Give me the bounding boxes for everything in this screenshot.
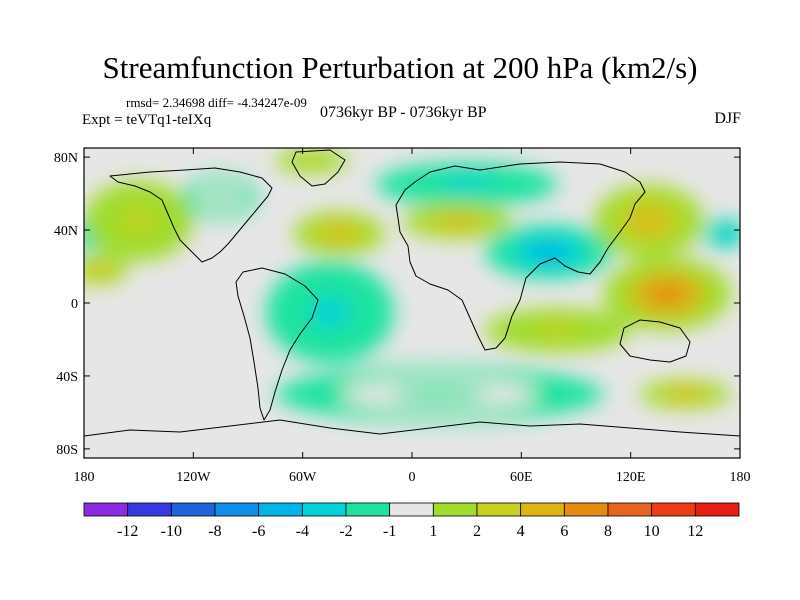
colorbar-label-4: -4 bbox=[296, 523, 309, 540]
pacific-west-anomaly-south-core bbox=[89, 265, 108, 275]
north-africa-high-core bbox=[441, 215, 474, 227]
arctic-canada-high-core bbox=[300, 156, 323, 165]
chart-title: Streamfunction Perturbation at 200 hPa (… bbox=[102, 50, 698, 85]
far-pacific-low-core bbox=[718, 229, 732, 239]
x-tick-label-2: 60W bbox=[289, 470, 317, 485]
colorbar-swatch-0 bbox=[83, 502, 129, 517]
x-tick-label-3: 0 bbox=[409, 470, 416, 485]
colorbar-label-3: -6 bbox=[252, 523, 265, 540]
south-america-coastline bbox=[235, 267, 319, 421]
colorbar-swatch-10 bbox=[520, 502, 565, 517]
y-tick-label-0: 80N bbox=[54, 151, 78, 166]
colorbar-swatch-13 bbox=[651, 502, 696, 517]
canada-low-core bbox=[209, 190, 232, 204]
y-tick-label-3: 40S bbox=[56, 370, 78, 385]
colorbar-label-12: 10 bbox=[644, 523, 660, 540]
eurasia-africa-coastline bbox=[395, 161, 646, 351]
colorbar-swatch-11 bbox=[563, 502, 609, 517]
colorbar-swatch-12 bbox=[607, 502, 653, 517]
south-america-low-core bbox=[310, 296, 350, 328]
colorbar-label-9: 4 bbox=[517, 523, 525, 540]
north-pacific-high-core bbox=[122, 208, 156, 233]
colorbar-swatch-6 bbox=[345, 502, 391, 517]
colorbar-label-11: 8 bbox=[604, 523, 612, 540]
colorbar-swatch-1 bbox=[127, 502, 172, 517]
experiment-label: Expt = teVTq1-teIXq bbox=[82, 112, 212, 128]
antarctica-coastline bbox=[84, 419, 740, 437]
eurasia-low-core bbox=[439, 177, 494, 192]
atlantic-high-core bbox=[325, 227, 353, 241]
colorbar-label-6: -1 bbox=[383, 523, 396, 540]
y-tick-label-2: 0 bbox=[71, 297, 78, 312]
time-period-label: 0736kyr BP - 0736kyr BP bbox=[320, 104, 487, 121]
x-tick-label-5: 120E bbox=[616, 470, 646, 485]
season-label: DJF bbox=[714, 110, 741, 127]
colorbar-label-1: -10 bbox=[161, 523, 182, 540]
colorbar-label-0: -12 bbox=[117, 523, 138, 540]
south-pacific-high-core bbox=[671, 389, 699, 399]
colorbar-swatch-4 bbox=[258, 502, 303, 517]
colorbar-swatch-9 bbox=[476, 502, 522, 517]
greenland-coastline bbox=[291, 149, 346, 187]
colorbar-label-8: 2 bbox=[473, 523, 481, 540]
colorbar-label-7: 1 bbox=[429, 523, 437, 540]
colorbar: -12 -10 -8 -6 -4 -2 -1 1 2 4 6 8 10 12 bbox=[83, 502, 740, 540]
south-asia-low-core bbox=[529, 243, 568, 261]
colorbar-swatch-5 bbox=[301, 502, 347, 517]
y-tick-label-4: 80S bbox=[56, 443, 78, 458]
colorbar-swatch-2 bbox=[170, 502, 216, 517]
x-tick-label-1: 120W bbox=[176, 470, 211, 485]
west-pacific-high-core bbox=[647, 282, 687, 305]
anomaly-field bbox=[84, 148, 740, 422]
colorbar-label-13: 12 bbox=[687, 523, 703, 540]
colorbar-label-2: -8 bbox=[208, 523, 221, 540]
map-axes: 180 120W 60W 0 60E 120E 180 80N 40N 0 40S 80S bbox=[54, 148, 751, 485]
colorbar-label-10: 6 bbox=[560, 523, 568, 540]
colorbar-swatch-7 bbox=[389, 502, 434, 517]
colorbar-swatch-3 bbox=[214, 502, 260, 517]
indian-ocean-high-core bbox=[535, 323, 580, 337]
anomaly-blobs bbox=[84, 148, 740, 422]
colorbar-swatch-8 bbox=[432, 502, 478, 517]
north-pacific-east-high-core bbox=[632, 210, 666, 232]
southern-ocean-low-core bbox=[390, 385, 489, 403]
colorbar-swatch-14 bbox=[694, 502, 740, 517]
x-tick-label-6: 180 bbox=[730, 470, 751, 485]
australia-coastline bbox=[619, 319, 691, 363]
north-america-coastline bbox=[109, 167, 273, 263]
coastlines bbox=[84, 149, 740, 437]
x-tick-label-4: 60E bbox=[510, 470, 533, 485]
x-tick-label-0: 180 bbox=[74, 470, 95, 485]
colorbar-label-5: -2 bbox=[339, 523, 352, 540]
rmsd-diff-stats: rmsd= 2.34698 diff= -4.34247e-09 bbox=[126, 95, 307, 110]
y-tick-label-1: 40N bbox=[54, 224, 78, 239]
